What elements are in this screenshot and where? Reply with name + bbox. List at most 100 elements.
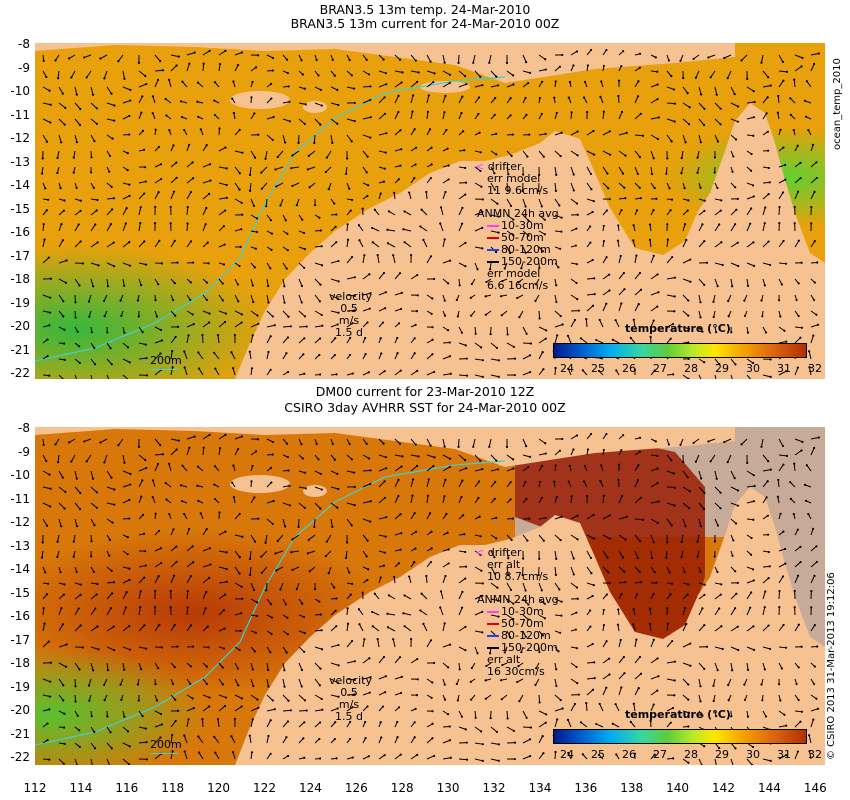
lat-tick-label: -9: [18, 60, 30, 75]
colorbar-tick-label: 24: [560, 362, 574, 375]
colorbar-tick-label: 31: [777, 362, 791, 375]
colorbar-tick-label: 26: [622, 362, 636, 375]
bottom-velocity-label: velocity: [329, 674, 372, 687]
bottom-map-panel: < drifter err alt 10 8.7cm/s ANMN 24h av…: [35, 427, 825, 765]
bottom-north-islands: [35, 427, 735, 467]
colorbar-tick-label: 28: [684, 362, 698, 375]
top-isobath-label: 200m: [150, 354, 182, 367]
top-anmn-title: ANMN 24h avg: [477, 207, 559, 220]
top-north-islands: [35, 43, 735, 83]
lon-tick-label: 124: [298, 781, 322, 795]
bottom-depth-2: 50-70m: [501, 617, 544, 630]
lon-tick-label: 128: [390, 781, 414, 795]
lat-tick-label: -12: [10, 515, 30, 529]
lat-tick-label: -14: [10, 562, 30, 576]
top-depth-2: 50-70m: [501, 231, 544, 244]
lon-tick-label: 132: [482, 781, 506, 795]
lat-tick-label: -17: [10, 632, 30, 647]
lon-tick-label: 122: [253, 781, 276, 795]
top-side-label: ocean_temp_2010: [832, 58, 843, 150]
lon-tick-label: 134: [528, 781, 552, 795]
bottom-anmn-title: ANMN 24h avg: [477, 593, 559, 606]
lat-tick-label: -15: [10, 585, 30, 600]
top-australia-land: [235, 103, 825, 379]
colorbar-tick-label: 26: [622, 748, 636, 761]
top-err2-label: err model: [487, 267, 541, 280]
lat-tick-label: -8: [18, 421, 30, 435]
lon-tick-label: 140: [666, 781, 690, 795]
bottom-side-label: © CSIRO 2013 31-Mar-2013 19:12:06: [826, 572, 837, 760]
bottom-err2-label: err alt: [487, 653, 521, 666]
lon-tick-label: 118: [161, 781, 185, 795]
colorbar-tick-label: 32: [808, 362, 822, 375]
lat-tick-label: -15: [10, 201, 30, 216]
lat-tick-label: -22: [10, 750, 30, 764]
top-velocity-label: velocity: [329, 290, 372, 303]
lat-tick-label: -19: [10, 295, 30, 310]
bottom-velocity-legend: velocity 0.5 m/s 1.5 d: [329, 674, 372, 723]
lat-tick-label: -14: [10, 178, 30, 192]
bottom-isobath-legend: 200m: [150, 739, 182, 754]
top-isobath-line: [35, 76, 506, 362]
top-anmn-legend: ANMN 24h avg 10-30m 50-70m 80-120m 150-2…: [477, 208, 559, 292]
bottom-isobath-label: 200m: [150, 738, 182, 751]
lat-tick-label: -18: [10, 656, 30, 670]
lon-tick-label: 120: [207, 781, 231, 795]
lon-tick-label: 126: [344, 781, 368, 795]
bottom-depth-1: 10-30m: [501, 605, 544, 618]
colorbar-tick-label: 30: [746, 362, 760, 375]
lon-tick-label: 138: [620, 781, 644, 795]
lat-tick-label: -16: [10, 609, 30, 623]
bottom-depth-3: 80-120m: [501, 629, 551, 642]
bottom-depth-4: 150-200m: [501, 641, 558, 654]
lat-tick-label: -18: [10, 272, 30, 286]
lat-tick-label: -11: [10, 491, 30, 506]
bottom-title-line1: DM00 current for 23-Mar-2010 12Z: [315, 384, 535, 399]
top-colorbar: [553, 343, 807, 358]
top-title-line2: BRAN3.5 13m current for 24-Mar-2010 00Z: [290, 16, 560, 31]
top-depth-3: 80-120m: [501, 243, 551, 256]
bottom-err-value: 10 8.7cm/s: [487, 570, 549, 583]
lat-tick-label: -13: [10, 154, 30, 169]
top-velocity-time: 1.5 d: [335, 326, 363, 339]
top-title-line1: BRAN3.5 13m temp. 24-Mar-2010: [319, 2, 531, 17]
bottom-title-line2: CSIRO 3day AVHRR SST for 24-Mar-2010 00Z: [284, 400, 566, 415]
bottom-colorbar: [553, 729, 807, 744]
lat-tick-label: -10: [10, 84, 30, 98]
bottom-isobath-line: [35, 460, 506, 746]
top-velocity-scale: 0.5 m/s: [338, 302, 360, 327]
colorbar-tick-label: 32: [808, 748, 822, 761]
colorbar-tick-label: 24: [560, 748, 574, 761]
top-depth-4: 150-200m: [501, 255, 558, 268]
lat-tick-label: -11: [10, 107, 30, 122]
bottom-australia-land: [235, 487, 825, 765]
colorbar-tick-label: 27: [653, 748, 667, 761]
lon-tick-label: 116: [115, 781, 139, 795]
lon-tick-label: 146: [803, 781, 827, 795]
lon-tick-label: 136: [574, 781, 598, 795]
lon-tick-label: 144: [757, 781, 781, 795]
top-map-svg: [35, 43, 825, 379]
lat-tick-label: -12: [10, 131, 30, 145]
bottom-drifter-label: drifter: [487, 546, 522, 559]
colorbar-tick-label: 25: [591, 362, 605, 375]
top-drifter-label: drifter: [487, 160, 522, 173]
bottom-anmn-legend: ANMN 24h avg 10-30m 50-70m 80-120m 150-2…: [477, 594, 559, 678]
lat-tick-label: -8: [18, 37, 30, 51]
colorbar-tick-label: 27: [653, 362, 667, 375]
lat-tick-label: -13: [10, 538, 30, 553]
top-err-value: 11 9.6cm/s: [487, 184, 549, 197]
colorbar-tick-label: 28: [684, 748, 698, 761]
lat-tick-label: -10: [10, 468, 30, 482]
lat-tick-label: -21: [10, 342, 30, 357]
top-err-label: err model: [487, 172, 541, 185]
lat-tick-label: -22: [10, 366, 30, 380]
top-err2-value: 6.6 16cm/s: [487, 279, 549, 292]
top-colorbar-title: temperature (°C): [625, 322, 731, 335]
bottom-err2-value: 16 30cm/s: [487, 665, 545, 678]
lat-tick-label: -17: [10, 248, 30, 263]
colorbar-tick-label: 31: [777, 748, 791, 761]
bottom-velocity-scale: 0.5 m/s: [338, 686, 360, 711]
lon-tick-label: 142: [712, 781, 735, 795]
bottom-velocity-time: 1.5 d: [335, 710, 363, 723]
